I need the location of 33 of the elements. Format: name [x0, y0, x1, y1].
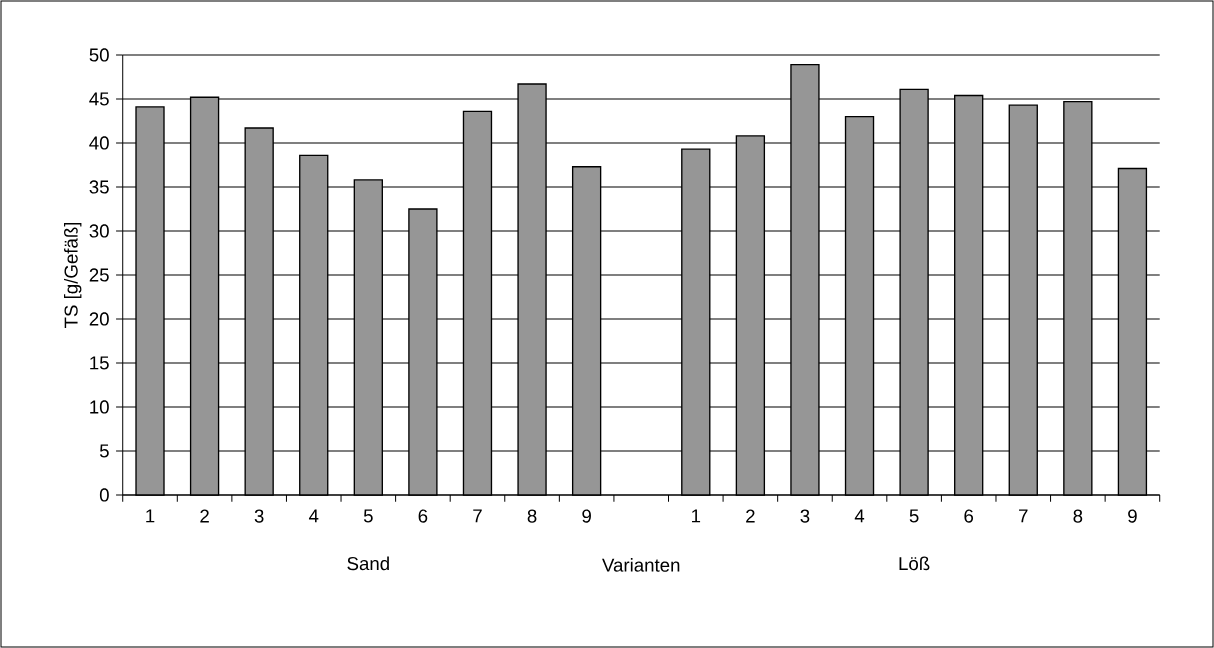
x-tick-label: 7	[473, 509, 482, 523]
x-tick-label: 8	[527, 509, 537, 523]
y-tick-label: 25	[89, 268, 109, 282]
y-tick-label: 30	[89, 224, 109, 238]
x-tick-label: 2	[200, 509, 209, 523]
y-tick-label: 50	[89, 48, 109, 62]
x-tick-label: 2	[746, 509, 755, 523]
x-tick-label: 9	[582, 509, 591, 523]
x-tick-label: 7	[1019, 509, 1028, 523]
text: Sand	[347, 556, 389, 571]
x-tick-label: 6	[418, 509, 428, 523]
x-tick-label: 9	[1128, 509, 1137, 523]
x-tick-label: 6	[964, 509, 974, 523]
y-axis-title: TS [g/Gefäß]	[64, 222, 82, 328]
y-tick-label: 0	[99, 488, 109, 502]
x-tick-label: 8	[1073, 509, 1083, 523]
y-tick-label: 15	[90, 356, 109, 370]
x-tick-label: 3	[800, 509, 810, 523]
x-tick-label: 4	[854, 509, 865, 523]
x-tick-label: 5	[363, 509, 373, 523]
text: Löß	[899, 556, 930, 571]
y-tick-label: 5	[99, 444, 109, 458]
y-tick-label: 40	[89, 136, 109, 150]
y-tick-label: 10	[90, 400, 109, 414]
x-axis-title: Varianten	[602, 558, 680, 572]
y-tick-label: 20	[89, 312, 109, 326]
x-tick-label: 4	[308, 509, 319, 523]
x-tick-label: 5	[909, 509, 919, 523]
x-tick-label: 3	[254, 509, 264, 523]
y-tick-label: 35	[89, 180, 109, 194]
x-tick-label: 1	[692, 509, 701, 523]
y-tick-label: 45	[89, 92, 109, 106]
x-tick-label: 1	[146, 509, 155, 523]
